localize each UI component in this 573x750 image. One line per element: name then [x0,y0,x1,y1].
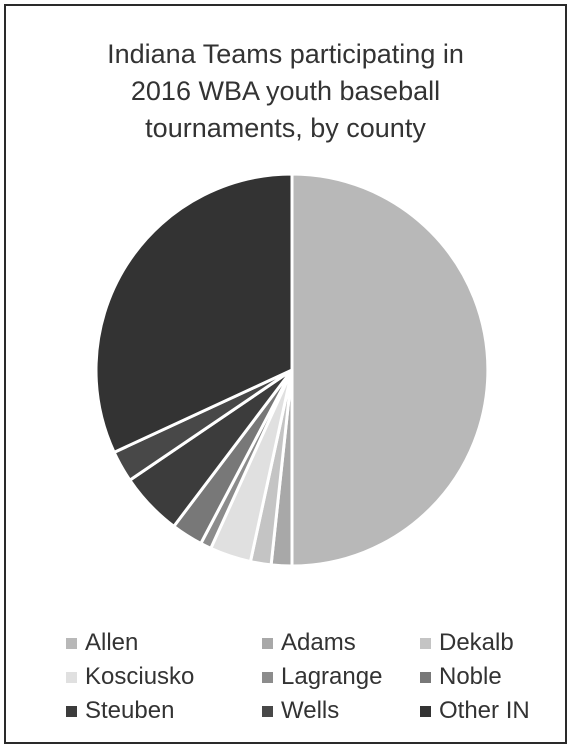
legend-item-kosciusko: Kosciusko [66,662,262,692]
legend-swatch [66,671,77,683]
chart-title: Indiana Teams participating in 2016 WBA … [6,36,565,147]
legend-item-other-in: Other IN [420,696,546,726]
legend-label: Kosciusko [85,663,195,690]
legend-item-allen: Allen [66,628,262,658]
legend-swatch [66,637,77,649]
legend-swatch [262,671,273,683]
pie-chart [94,172,490,568]
legend-item-lagrange: Lagrange [262,662,420,692]
legend-label: Lagrange [281,663,383,690]
legend-swatch [420,637,431,649]
legend-label: Wells [281,697,340,724]
chart-title-line-3: tournaments, by county [145,113,426,143]
legend-swatch [262,637,273,649]
legend-item-wells: Wells [262,696,420,726]
pie-slice-allen [290,172,490,568]
chart-title-line-2: 2016 WBA youth baseball [130,76,441,106]
legend-label: Steuben [85,697,175,724]
legend-swatch [420,671,431,683]
legend-label: Other IN [439,697,530,724]
pie-slice-other-in [94,172,294,454]
chart-frame: Indiana Teams participating in 2016 WBA … [4,4,567,744]
legend-swatch [66,705,77,717]
legend-item-noble: Noble [420,662,546,692]
chart-legend: Allen Adams Dekalb Kosciusko Lagrange Noble St… [66,628,546,726]
legend-label: Noble [439,663,502,690]
legend-swatch [262,705,273,717]
legend-label: Dekalb [439,629,514,656]
chart-title-line-1: Indiana Teams participating in [107,39,464,69]
legend-item-steuben: Steuben [66,696,262,726]
legend-item-adams: Adams [262,628,420,658]
legend-swatch [420,705,431,717]
legend-label: Adams [281,629,356,656]
legend-label: Allen [85,629,139,656]
legend-item-dekalb: Dekalb [420,628,546,658]
